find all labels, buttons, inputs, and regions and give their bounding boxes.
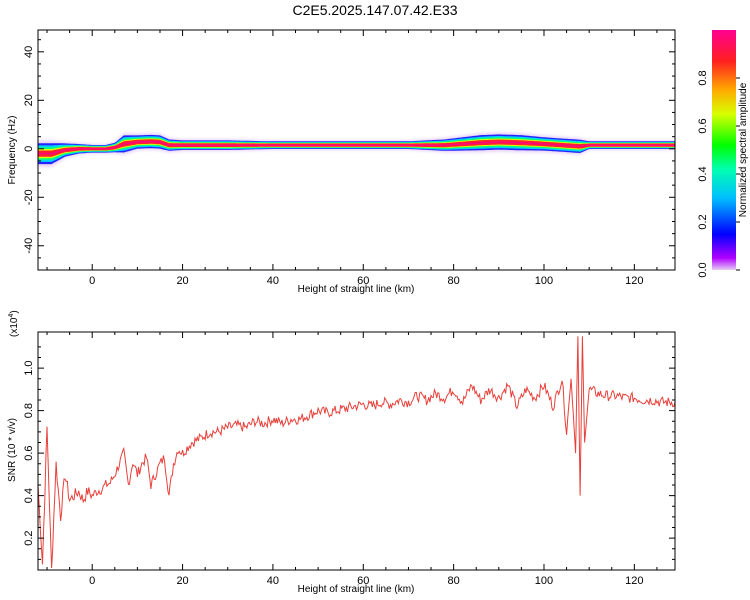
spectrogram-ridge-line	[38, 140, 675, 155]
spectrogram-band-level-5	[38, 139, 675, 157]
y-tick-label: 0.4	[23, 488, 35, 503]
x-tick-label: 120	[625, 275, 643, 287]
x-tick-label: 60	[357, 575, 369, 587]
colorbar: 0.0 0.2 0.4 0.6 0.8 Normalized spectral ampl…	[697, 30, 749, 278]
x-tick-label: 100	[535, 575, 553, 587]
colorbar-tick-label: 0.0	[697, 262, 709, 277]
x-tick-label: 120	[625, 575, 643, 587]
y-tick-label: 1.0	[23, 360, 35, 375]
snr-scale-note: (x104)	[8, 310, 20, 337]
y-tick-label: 0	[23, 146, 35, 152]
snr-plot-area	[38, 332, 675, 570]
colorbar-tick-label: 0.8	[697, 70, 709, 85]
snr-scale-note-exp: 4	[8, 314, 15, 318]
y-tick-label: 0.8	[23, 403, 35, 418]
spectrogram-y-label: Frequency (Hz)	[7, 116, 18, 185]
x-tick-label: 0	[89, 575, 95, 587]
x-tick-label: 80	[448, 275, 460, 287]
colorbar-ticks: 0.0 0.2 0.4 0.6 0.8	[697, 70, 740, 278]
y-tick-label: -40	[23, 238, 35, 254]
colorbar-tick-label: 0.4	[697, 166, 709, 181]
x-tick-label: 100	[535, 275, 553, 287]
y-tick-label: 40	[23, 46, 35, 58]
x-tick-label: 60	[357, 275, 369, 287]
x-tick-label: 40	[267, 275, 279, 287]
spectrogram-frame	[37, 29, 676, 271]
y-tick-label: -20	[23, 189, 35, 205]
snr-scale-note-base: (x10	[9, 317, 20, 337]
snr-line-layer	[37, 336, 676, 569]
x-tick-label: 80	[448, 575, 460, 587]
spectrogram-axes: 0 20 40 60 80 100 120 -40 -20 0 20 40	[23, 30, 675, 287]
y-tick-label: 0.6	[23, 445, 35, 460]
colorbar-gradient	[712, 30, 736, 270]
x-tick-label: 0	[89, 275, 95, 287]
x-tick-label: 20	[176, 575, 188, 587]
snr-frame	[37, 331, 676, 571]
colorbar-tick-label: 0.6	[697, 118, 709, 133]
spectrogram-x-label: Height of straight line (km)	[298, 284, 415, 295]
colorbar-label: Normalized spectral amplitude	[738, 82, 749, 217]
page-title: C2E5.2025.147.07.42.E33	[292, 2, 458, 18]
snr-series-line	[37, 336, 676, 569]
snr-panel: 0 20 40 60 80 100 120 0.2 0.4 0.6 0.8 1.0 Height of…	[7, 310, 676, 595]
spectrogram-panel: 0 20 40 60 80 100 120 -40 -20 0 20 40 Height of str…	[7, 29, 676, 295]
snr-axes: 0 20 40 60 80 100 120 0.2 0.4 0.6 0.8 1.0	[23, 332, 675, 587]
x-tick-label: 20	[176, 275, 188, 287]
spectrogram-heat-layer	[38, 132, 675, 167]
colorbar-tick-label: 0.2	[697, 214, 709, 229]
y-tick-label: 0.2	[23, 530, 35, 545]
x-tick-label: 40	[267, 575, 279, 587]
snr-y-label: SNR (10 * v/v)	[7, 418, 18, 482]
y-tick-label: 20	[23, 94, 35, 106]
snr-scale-note-close: )	[9, 310, 20, 313]
snr-x-label: Height of straight line (km)	[298, 584, 415, 595]
